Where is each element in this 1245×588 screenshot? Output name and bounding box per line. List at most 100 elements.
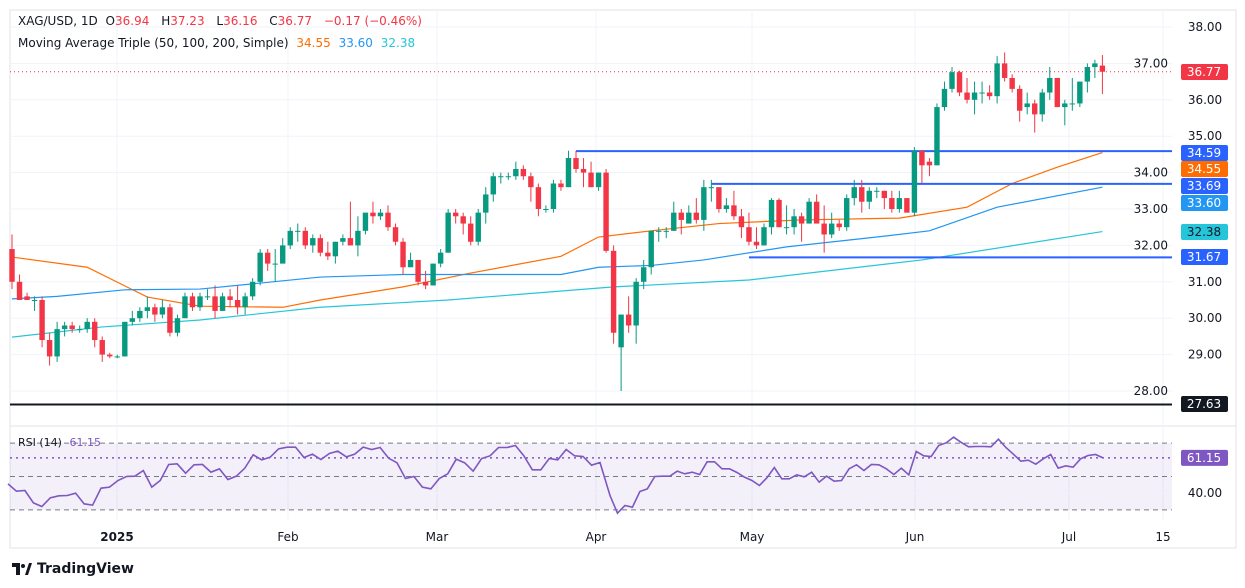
candle-body bbox=[543, 209, 549, 210]
candle-body bbox=[648, 230, 654, 268]
candle bbox=[362, 212, 369, 235]
candle-body bbox=[791, 216, 797, 228]
candle bbox=[851, 179, 857, 206]
candle-body bbox=[377, 212, 384, 217]
candle-body bbox=[452, 212, 459, 217]
candle bbox=[422, 270, 429, 290]
candle bbox=[227, 289, 233, 308]
candle-body bbox=[490, 176, 496, 195]
candle-body bbox=[407, 259, 414, 268]
candle-body bbox=[122, 321, 128, 357]
candle-body bbox=[114, 356, 120, 358]
candle bbox=[340, 234, 346, 246]
candle-body bbox=[813, 201, 820, 224]
candle bbox=[437, 249, 444, 268]
candle-body bbox=[618, 314, 624, 348]
candle-body bbox=[708, 187, 715, 189]
candle bbox=[84, 318, 90, 333]
candle bbox=[881, 190, 888, 209]
price-tick-label: 38.00 bbox=[1188, 20, 1222, 34]
candle bbox=[671, 201, 677, 231]
price-tick-label: 36.00 bbox=[1188, 93, 1222, 107]
low-label: L bbox=[216, 14, 224, 28]
candle bbox=[61, 321, 68, 337]
candle bbox=[558, 179, 564, 191]
candle-body bbox=[723, 205, 730, 209]
candle-body bbox=[753, 241, 760, 246]
ohlc-close: C36.77 bbox=[269, 14, 316, 28]
candle-body bbox=[686, 212, 692, 224]
candle bbox=[686, 205, 692, 224]
candle-body bbox=[99, 340, 105, 355]
candle-body bbox=[738, 216, 745, 228]
candle-body bbox=[362, 212, 369, 231]
candle bbox=[528, 172, 534, 202]
candle bbox=[385, 205, 391, 231]
candle-body bbox=[415, 259, 421, 282]
ohlc-low: L36.16 bbox=[216, 14, 261, 28]
candle-body bbox=[520, 168, 527, 177]
candle-body bbox=[588, 172, 594, 188]
ma-200-line bbox=[11, 230, 1103, 338]
candle-body bbox=[565, 158, 572, 188]
ma-legend: Moving Average Triple (50, 100, 200, Sim… bbox=[18, 36, 419, 50]
candle bbox=[768, 198, 775, 235]
support-tag-bg bbox=[1181, 396, 1228, 412]
candle bbox=[1092, 59, 1098, 78]
ohlc-open: O36.94 bbox=[106, 14, 154, 28]
candle bbox=[272, 249, 278, 282]
rsi-tick-label: 40.00 bbox=[1188, 486, 1222, 500]
candle-body bbox=[701, 187, 707, 220]
candle-body bbox=[107, 354, 113, 357]
candle bbox=[994, 56, 1000, 104]
time-tick-label: Jul bbox=[1061, 530, 1076, 544]
candle-body bbox=[994, 63, 1000, 97]
candle bbox=[761, 223, 767, 246]
rsi-value-tag-text: 61.15 bbox=[1187, 451, 1221, 465]
candle bbox=[513, 161, 519, 180]
candle-body bbox=[768, 199, 775, 228]
last-price-tag: 36.77 bbox=[1181, 64, 1228, 80]
candle-body bbox=[385, 212, 391, 228]
support-tag-text: 27.63 bbox=[1187, 397, 1221, 411]
candle bbox=[1062, 99, 1068, 126]
candle-body bbox=[264, 252, 271, 264]
candle bbox=[490, 172, 496, 202]
candle bbox=[543, 205, 549, 213]
candle-body bbox=[24, 296, 30, 300]
candle-body bbox=[144, 307, 151, 311]
change-value: −0.17 (−0.46%) bbox=[323, 14, 422, 28]
candle-body bbox=[1032, 103, 1038, 115]
candle bbox=[520, 165, 527, 180]
candle-body bbox=[550, 183, 557, 209]
candle bbox=[896, 190, 903, 213]
candle-body bbox=[182, 296, 188, 319]
candle-body bbox=[1016, 88, 1023, 111]
candle bbox=[813, 194, 820, 224]
candle bbox=[941, 81, 948, 111]
candle bbox=[693, 198, 700, 224]
candle-body bbox=[889, 198, 895, 209]
candle-body bbox=[625, 314, 632, 326]
candle bbox=[182, 292, 188, 319]
candle bbox=[1039, 88, 1045, 122]
candle bbox=[986, 85, 993, 100]
tradingview-branding[interactable]: TradingView bbox=[12, 561, 134, 577]
candle-body bbox=[1001, 63, 1008, 78]
candle bbox=[144, 296, 151, 319]
candle bbox=[219, 292, 226, 311]
candle-body bbox=[61, 325, 68, 330]
ma50-tag-text: 34.55 bbox=[1187, 162, 1221, 176]
time-tick-label: Jun bbox=[905, 530, 925, 544]
rsi-value-tag-bg bbox=[1181, 449, 1228, 466]
candle-body bbox=[84, 321, 90, 330]
candle bbox=[370, 201, 376, 224]
candle bbox=[821, 205, 827, 253]
candle bbox=[204, 289, 211, 300]
candle bbox=[836, 219, 842, 231]
candle bbox=[971, 81, 978, 115]
candle-body bbox=[227, 296, 233, 300]
candle-body bbox=[1054, 77, 1060, 108]
